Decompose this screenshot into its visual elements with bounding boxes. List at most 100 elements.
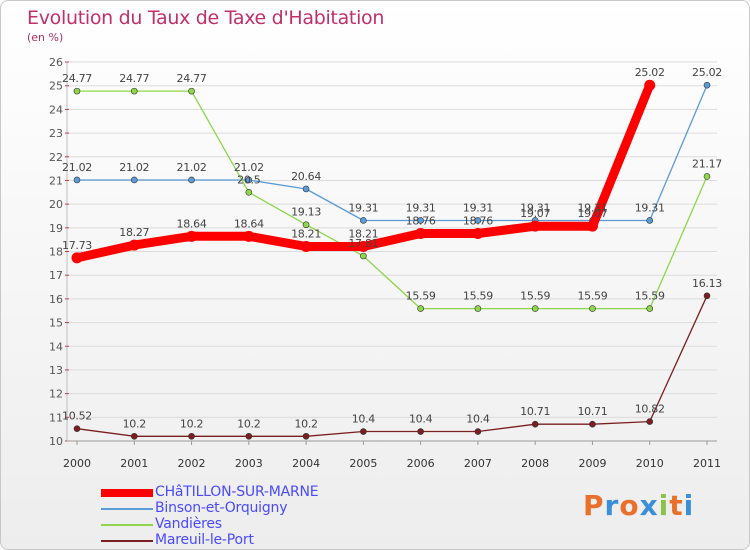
x-tick-label: 2008 <box>521 457 549 470</box>
data-point <box>245 432 253 440</box>
data-label: 19.31 <box>635 201 665 214</box>
data-point <box>415 227 427 239</box>
data-point <box>73 176 81 184</box>
data-label: 17.73 <box>62 239 92 252</box>
x-tick-label: 2003 <box>235 457 263 470</box>
data-label: 18.21 <box>348 228 378 241</box>
data-point <box>360 428 367 435</box>
y-tick-label: 12 <box>49 388 63 401</box>
legend-swatch <box>101 540 153 542</box>
x-tick-label: 2006 <box>407 457 435 470</box>
series-line <box>76 90 708 310</box>
data-point <box>646 305 654 312</box>
data-point <box>245 188 253 196</box>
brand-letter: P <box>583 489 605 522</box>
legend: CHâTILLON-SUR-MARNE Binson-et-Orquigny V… <box>101 484 401 549</box>
data-label: 10.2 <box>294 417 317 430</box>
data-point <box>302 221 310 229</box>
data-point <box>128 239 140 251</box>
y-tick-label: 14 <box>49 340 63 353</box>
x-tick-label: 2004 <box>292 457 320 470</box>
data-label: 10.2 <box>123 417 146 430</box>
legend-swatch <box>101 524 153 526</box>
data-point <box>188 176 195 184</box>
legend-label: Vandières <box>155 516 222 532</box>
data-label: 19.07 <box>520 207 550 220</box>
data-point <box>71 252 83 264</box>
legend-label: CHâTILLON-SUR-MARNE <box>155 484 319 500</box>
brand-letter: o <box>619 489 640 522</box>
data-point <box>188 87 195 95</box>
y-tick-label: 19 <box>49 222 63 235</box>
y-tick-label: 15 <box>49 317 63 330</box>
data-label: 18.64 <box>177 217 207 230</box>
data-point <box>186 230 198 242</box>
data-point <box>703 292 711 300</box>
x-tick-label: 2000 <box>63 457 91 470</box>
data-point <box>474 305 482 312</box>
legend-item: Mareuil-le-Port <box>101 532 401 549</box>
y-tick-label: 10 <box>49 435 63 448</box>
brand-letter: i <box>683 489 695 522</box>
data-label: 15.59 <box>463 290 493 303</box>
data-point <box>529 220 541 232</box>
y-tick-label: 18 <box>49 246 63 259</box>
y-tick-label: 11 <box>49 411 63 424</box>
data-point <box>589 305 596 312</box>
chart-subtitle: (en %) <box>27 31 64 44</box>
data-label: 19.07 <box>577 207 607 220</box>
brand-logo: Proxiti <box>583 489 694 522</box>
data-label: 25.02 <box>635 66 665 79</box>
data-point <box>703 81 711 89</box>
y-tick-label: 25 <box>49 80 63 93</box>
data-label: 25.02 <box>692 66 722 79</box>
data-label: 15.59 <box>577 290 607 303</box>
y-tick-label: 16 <box>49 293 63 306</box>
series-line <box>76 295 708 437</box>
data-point <box>644 79 656 91</box>
x-tick-label: 2001 <box>120 457 148 470</box>
data-point <box>243 230 255 242</box>
legend-swatch <box>101 489 153 497</box>
data-label: 20.5 <box>237 173 261 186</box>
data-label: 10.4 <box>352 413 376 426</box>
data-label: 19.31 <box>520 201 550 214</box>
data-point <box>646 217 654 224</box>
data-label: 21.02 <box>177 161 207 174</box>
data-point <box>417 217 424 224</box>
data-point <box>302 432 310 440</box>
chart-title: Evolution du Taux de Taxe d'Habitation <box>27 7 385 29</box>
data-label: 16.13 <box>692 277 722 290</box>
data-point <box>531 420 539 428</box>
data-label: 24.77 <box>177 72 207 85</box>
data-point <box>302 185 310 193</box>
data-label: 10.82 <box>635 403 665 416</box>
legend-label: Binson-et-Orquigny <box>155 500 288 516</box>
data-label: 19.31 <box>577 201 607 214</box>
data-point <box>360 217 367 224</box>
data-point <box>73 425 81 432</box>
brand-letter: r <box>604 489 620 522</box>
data-point <box>357 241 369 253</box>
data-point <box>73 87 81 95</box>
data-label: 18.21 <box>291 228 321 241</box>
data-point <box>245 176 253 184</box>
x-tick-label: 2005 <box>349 457 377 470</box>
data-label: 19.31 <box>463 201 493 214</box>
data-label: 10.71 <box>520 405 550 418</box>
y-tick-label: 21 <box>49 174 63 187</box>
data-label: 10.4 <box>466 413 490 426</box>
x-tick-label: 2009 <box>578 457 606 470</box>
data-point <box>586 220 598 232</box>
data-label: 21.02 <box>119 161 149 174</box>
data-point <box>360 252 367 260</box>
data-point <box>474 428 482 435</box>
data-label: 19.31 <box>348 201 378 214</box>
data-point <box>474 217 482 224</box>
data-point <box>589 420 596 428</box>
y-tick-label: 17 <box>49 269 63 282</box>
data-label: 19.31 <box>406 201 436 214</box>
data-label: 24.77 <box>62 72 92 85</box>
data-label: 10.4 <box>409 413 433 426</box>
